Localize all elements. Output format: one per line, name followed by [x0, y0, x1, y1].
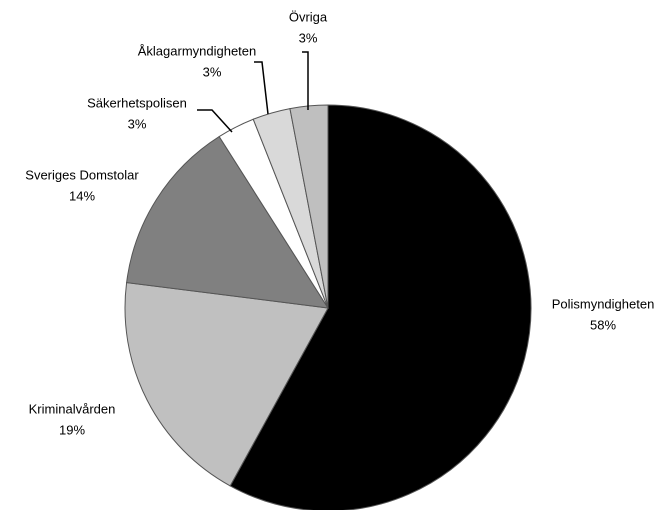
slice-value-label: 3% — [128, 116, 147, 131]
pie-slice — [229, 104, 532, 510]
slice-value-label: 14% — [69, 188, 95, 203]
slice-label: Åklagarmyndigheten — [138, 43, 257, 58]
slice-value-label: 19% — [59, 422, 85, 437]
slice-label: Sveriges Domstolar — [25, 167, 139, 182]
slice-label: Övriga — [289, 9, 328, 24]
slice-label: Kriminalvården — [29, 401, 116, 416]
pie-slice — [124, 281, 329, 487]
leader-line — [302, 51, 309, 110]
pie-slice — [126, 135, 329, 309]
leader-line — [197, 109, 233, 133]
slice-value-label: 3% — [203, 64, 222, 79]
leader-lines — [197, 51, 309, 133]
slice-value-label: 3% — [299, 30, 318, 45]
slice-label: Polismyndigheten — [552, 296, 655, 311]
slice-value-label: 58% — [590, 317, 616, 332]
slices — [124, 104, 532, 510]
pie-slice — [289, 104, 329, 309]
leader-line — [254, 61, 269, 115]
slice-label: Säkerhetspolisen — [87, 95, 187, 110]
